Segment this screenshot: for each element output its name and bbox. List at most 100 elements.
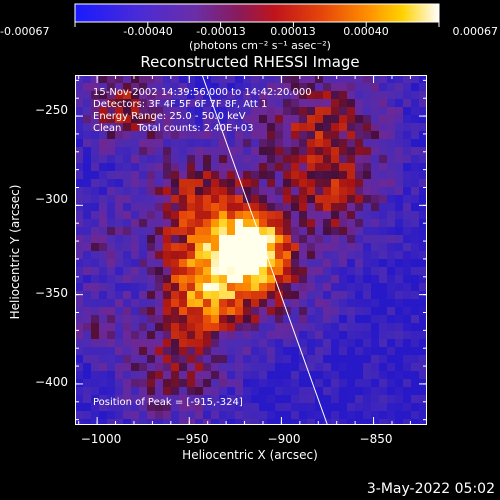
heatmap-cell — [243, 211, 252, 220]
heatmap-cell — [235, 219, 244, 228]
heatmap-cell — [291, 99, 300, 108]
heatmap-cell — [371, 275, 380, 284]
heatmap-cell — [355, 187, 364, 196]
heatmap-cell — [227, 331, 236, 340]
heatmap-cell — [411, 395, 420, 404]
heatmap-cell — [75, 155, 84, 164]
heatmap-cell — [307, 283, 316, 292]
y-tick-label: −350 — [35, 286, 68, 300]
heatmap-cell — [139, 219, 148, 228]
heatmap-cell — [267, 315, 276, 324]
heatmap-cell — [259, 363, 268, 372]
heatmap-cell — [91, 387, 100, 396]
heatmap-cell — [339, 243, 348, 252]
heatmap-cell — [163, 203, 172, 212]
heatmap-cell — [371, 91, 380, 100]
heatmap-cell — [403, 115, 412, 124]
heatmap-cell — [163, 219, 172, 228]
heatmap-cell — [147, 315, 156, 324]
heatmap-cell — [363, 379, 372, 388]
heatmap-cell — [403, 155, 412, 164]
heatmap-cell — [395, 291, 404, 300]
heatmap-cell — [107, 347, 116, 356]
heatmap-cell — [243, 219, 252, 228]
heatmap-cell — [131, 371, 140, 380]
heatmap-cell — [291, 139, 300, 148]
heatmap-cell — [403, 347, 412, 356]
heatmap-cell — [203, 275, 212, 284]
heatmap-cell — [171, 323, 180, 332]
heatmap-cell — [339, 387, 348, 396]
heatmap-cell — [371, 331, 380, 340]
heatmap-cell — [147, 291, 156, 300]
heatmap-cell — [83, 219, 92, 228]
heatmap-cell — [315, 203, 324, 212]
heatmap-cell — [403, 323, 412, 332]
heatmap-cell — [259, 83, 268, 92]
heatmap-cell — [155, 179, 164, 188]
heatmap-cell — [187, 123, 196, 132]
heatmap-cell — [355, 419, 364, 425]
heatmap-cell — [291, 211, 300, 220]
heatmap-cell — [139, 259, 148, 268]
heatmap-cell — [139, 115, 148, 124]
heatmap-cell — [251, 131, 260, 140]
heatmap-cell — [251, 107, 260, 116]
heatmap-cell — [283, 99, 292, 108]
heatmap-cell — [307, 211, 316, 220]
heatmap-cell — [315, 315, 324, 324]
heatmap-cell — [275, 275, 284, 284]
heatmap-cell — [363, 411, 372, 420]
heatmap-cell — [403, 235, 412, 244]
heatmap-cell — [323, 307, 332, 316]
heatmap-cell — [195, 323, 204, 332]
heatmap-cell — [315, 395, 324, 404]
heatmap-cell — [115, 299, 124, 308]
heatmap-cell — [379, 99, 388, 108]
heatmap-cell — [379, 75, 388, 84]
heatmap-cell — [219, 235, 228, 244]
heatmap-cell — [339, 123, 348, 132]
heatmap-cell — [283, 163, 292, 172]
heatmap-cell — [147, 131, 156, 140]
heatmap-cell — [171, 83, 180, 92]
heatmap-cell — [411, 115, 420, 124]
heatmap-cell — [195, 171, 204, 180]
heatmap-cell — [235, 411, 244, 420]
heatmap-cell — [187, 211, 196, 220]
heatmap-cell — [339, 379, 348, 388]
heatmap-cell — [235, 283, 244, 292]
heatmap-cell — [251, 283, 260, 292]
heatmap-cell — [331, 259, 340, 268]
heatmap-cell — [307, 155, 316, 164]
heatmap-cell — [331, 419, 340, 425]
heatmap-cell — [147, 347, 156, 356]
heatmap-cell — [291, 395, 300, 404]
heatmap-cell — [283, 379, 292, 388]
heatmap-cell — [419, 363, 427, 372]
heatmap-cell — [107, 323, 116, 332]
heatmap-cell — [331, 379, 340, 388]
heatmap-cell — [139, 395, 148, 404]
heatmap-cell — [171, 379, 180, 388]
heatmap-cell — [267, 195, 276, 204]
heatmap-cell — [195, 291, 204, 300]
heatmap-cell — [339, 235, 348, 244]
heatmap-cell — [299, 283, 308, 292]
heatmap-cell — [139, 251, 148, 260]
heatmap-cell — [291, 187, 300, 196]
heatmap-cell — [419, 259, 427, 268]
heatmap-cell — [403, 147, 412, 156]
heatmap-cell — [75, 307, 84, 316]
heatmap-cell — [395, 419, 404, 425]
heatmap-cell — [123, 243, 132, 252]
heatmap-cell — [227, 171, 236, 180]
heatmap-cell — [195, 131, 204, 140]
heatmap-cell — [371, 107, 380, 116]
heatmap-cell — [187, 275, 196, 284]
heatmap-cell — [299, 83, 308, 92]
heatmap-cell — [323, 155, 332, 164]
heatmap-cell — [139, 107, 148, 116]
heatmap-cell — [147, 107, 156, 116]
heatmap-cell — [155, 363, 164, 372]
